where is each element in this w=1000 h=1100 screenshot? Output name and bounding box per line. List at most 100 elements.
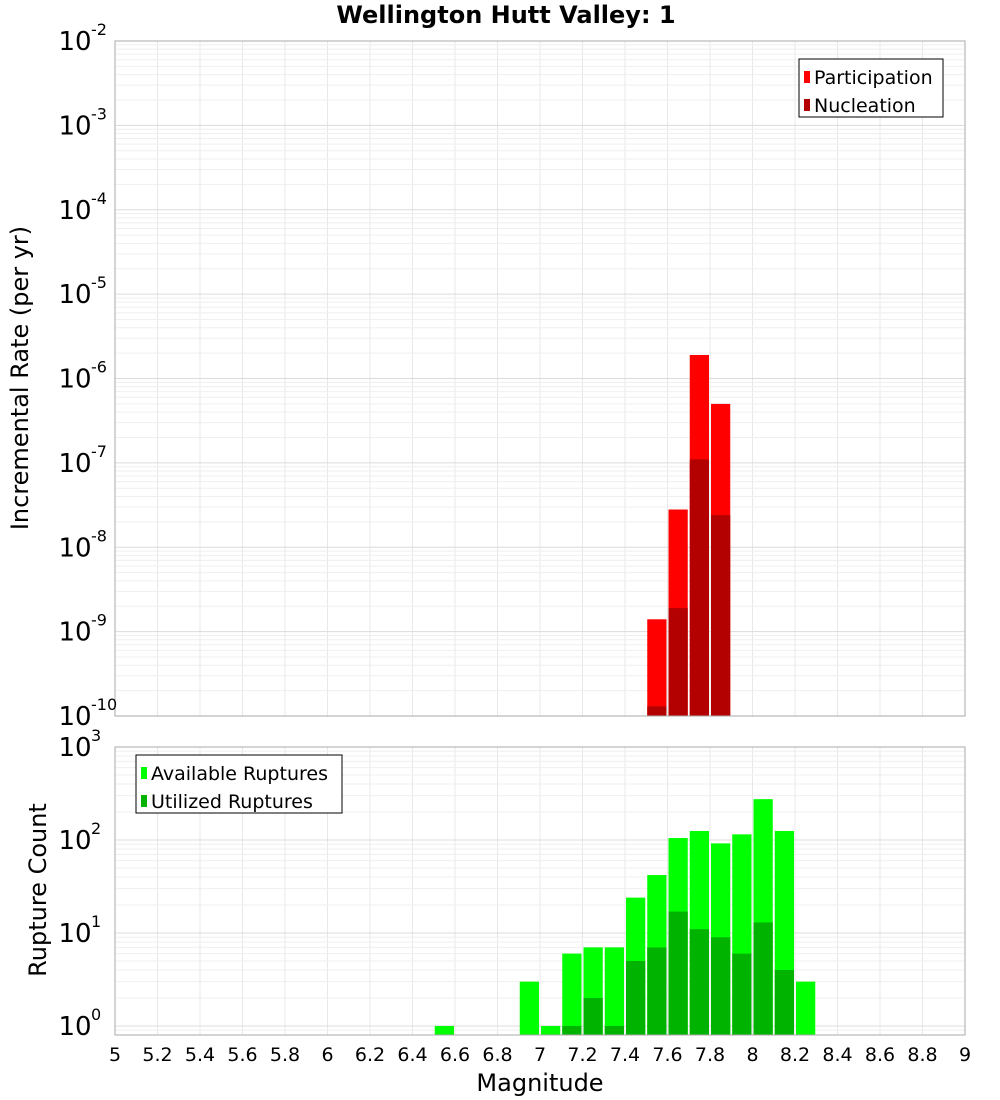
y-tick-base: 10 [58, 280, 91, 310]
y-tick-base: 10 [58, 111, 91, 141]
x-tick-label: 6.8 [482, 1044, 512, 1066]
y-tick-exponent: -3 [91, 104, 107, 123]
bottom-plot-panel: 10 010 110 210 35 5.2 5.4 5.6 5.8 6 6.2 6.4 6.6 6.8 7 7… [58, 726, 971, 1066]
y-tick-base: 10 [58, 618, 91, 648]
bar-available-ruptures [562, 953, 582, 1035]
y-tick-base: 10 [58, 1012, 91, 1042]
y-tick-label: 10 -6 [58, 358, 107, 395]
y-tick-exponent: 2 [91, 819, 101, 838]
y-tick-label: 10 2 [58, 819, 101, 856]
x-tick-label: 5.6 [227, 1044, 257, 1066]
x-tick-label: 5.2 [142, 1044, 172, 1066]
x-tick-label: 7 [534, 1044, 546, 1066]
y-tick-base: 10 [58, 733, 91, 763]
y-tick-label: 10 -9 [58, 611, 107, 648]
y-tick-exponent: -2 [91, 20, 107, 39]
legend: Participation Nucleation [798, 58, 944, 118]
x-tick-label: 8.2 [780, 1044, 810, 1066]
y-tick-base: 10 [58, 919, 91, 949]
y-tick-base: 10 [58, 196, 91, 226]
y-tick-exponent: -8 [91, 526, 107, 545]
bar-available-ruptures [796, 981, 816, 1035]
x-tick-label: 8.6 [865, 1044, 895, 1066]
bottom-y-axis-label: Rupture Count [24, 803, 52, 977]
legend-label: Available Ruptures [151, 763, 328, 785]
x-tick-label: 5 [109, 1044, 121, 1066]
y-tick-label: 10 0 [58, 1005, 101, 1042]
x-tick-label: 5.4 [185, 1044, 215, 1066]
bar-overlay-utilized-ruptures [732, 953, 752, 1035]
legend-swatch [141, 795, 147, 807]
y-tick-base: 10 [58, 365, 91, 395]
x-tick-label: 5.8 [270, 1044, 300, 1066]
y-tick-label: 10 1 [58, 912, 101, 949]
x-tick-label: 7.8 [695, 1044, 725, 1066]
x-axis-label: Magnitude [476, 1069, 603, 1097]
y-tick-exponent: -4 [91, 189, 107, 208]
y-tick-exponent: 1 [91, 912, 101, 931]
x-tick-label: 7.4 [610, 1044, 640, 1066]
x-tick-label: 6.2 [355, 1044, 385, 1066]
y-tick-base: 10 [58, 826, 91, 856]
legend-label: Nucleation [814, 95, 916, 117]
legend-label: Participation [814, 67, 933, 89]
x-tick-label: 6.4 [397, 1044, 427, 1066]
x-tick-label: 8.4 [822, 1044, 852, 1066]
bar-overlay-utilized-ruptures [626, 960, 646, 1035]
bar-overlay-nucleation [668, 608, 688, 716]
y-tick-label: 10 -7 [58, 442, 107, 479]
bar-overlay-utilized-ruptures [668, 911, 688, 1035]
x-tick-label: 8 [746, 1044, 758, 1066]
y-tick-label: 10 -10 [58, 695, 117, 732]
bar-available-ruptures [604, 947, 624, 1035]
y-tick-label: 10 -2 [58, 20, 107, 57]
bar-overlay-nucleation [711, 515, 731, 716]
bar-overlay-utilized-ruptures [562, 1025, 582, 1035]
y-tick-label: 10 -3 [58, 104, 107, 141]
y-tick-base: 10 [58, 533, 91, 563]
bar-participation [647, 619, 667, 716]
plot-frame [114, 40, 966, 717]
top-y-axis-label: Incremental Rate (per yr) [6, 226, 34, 530]
legend-swatch [141, 767, 147, 779]
y-tick-exponent: -5 [91, 273, 107, 292]
x-tick-label: 8.8 [907, 1044, 937, 1066]
bar-overlay-nucleation [647, 706, 667, 716]
y-tick-exponent: -10 [91, 695, 117, 714]
y-tick-label: 10 -8 [58, 526, 107, 563]
x-tick-label: 9 [959, 1044, 971, 1066]
y-tick-exponent: 0 [91, 1005, 101, 1024]
y-tick-exponent: -7 [91, 442, 107, 461]
y-tick-base: 10 [58, 449, 91, 479]
bar-overlay-utilized-ruptures [689, 929, 709, 1035]
x-tick-label: 7.6 [652, 1044, 682, 1066]
y-tick-exponent: -6 [91, 358, 107, 377]
y-tick-exponent: -9 [91, 611, 107, 630]
bar-overlay-utilized-ruptures [711, 937, 731, 1035]
legend-swatch [804, 99, 810, 111]
legend-box [135, 754, 343, 814]
bar-available-ruptures [541, 1025, 561, 1035]
chart-title: Wellington Hutt Valley: 1 [336, 1, 675, 29]
legend-label: Utilized Ruptures [151, 791, 313, 813]
y-tick-exponent: 3 [91, 726, 101, 745]
bar-overlay-utilized-ruptures [647, 947, 667, 1035]
x-tick-label: 6 [321, 1044, 333, 1066]
x-tick-label: 6.6 [440, 1044, 470, 1066]
x-tick-label: 7.2 [567, 1044, 597, 1066]
legend: Available Ruptures Utilized Ruptures [135, 754, 343, 814]
bar-overlay-utilized-ruptures [753, 922, 773, 1035]
plot-frame [114, 746, 966, 1036]
y-tick-label: 10 3 [58, 726, 101, 763]
y-tick-label: 10 -5 [58, 273, 107, 310]
bar-overlay-utilized-ruptures [604, 1025, 624, 1035]
bar-available-ruptures [519, 981, 539, 1035]
bar-overlay-utilized-ruptures [583, 997, 603, 1035]
legend-swatch [804, 71, 810, 83]
y-tick-label: 10 -4 [58, 189, 107, 226]
legend-box [798, 58, 944, 118]
bar-available-ruptures [434, 1025, 454, 1035]
bar-overlay-utilized-ruptures [774, 969, 794, 1035]
